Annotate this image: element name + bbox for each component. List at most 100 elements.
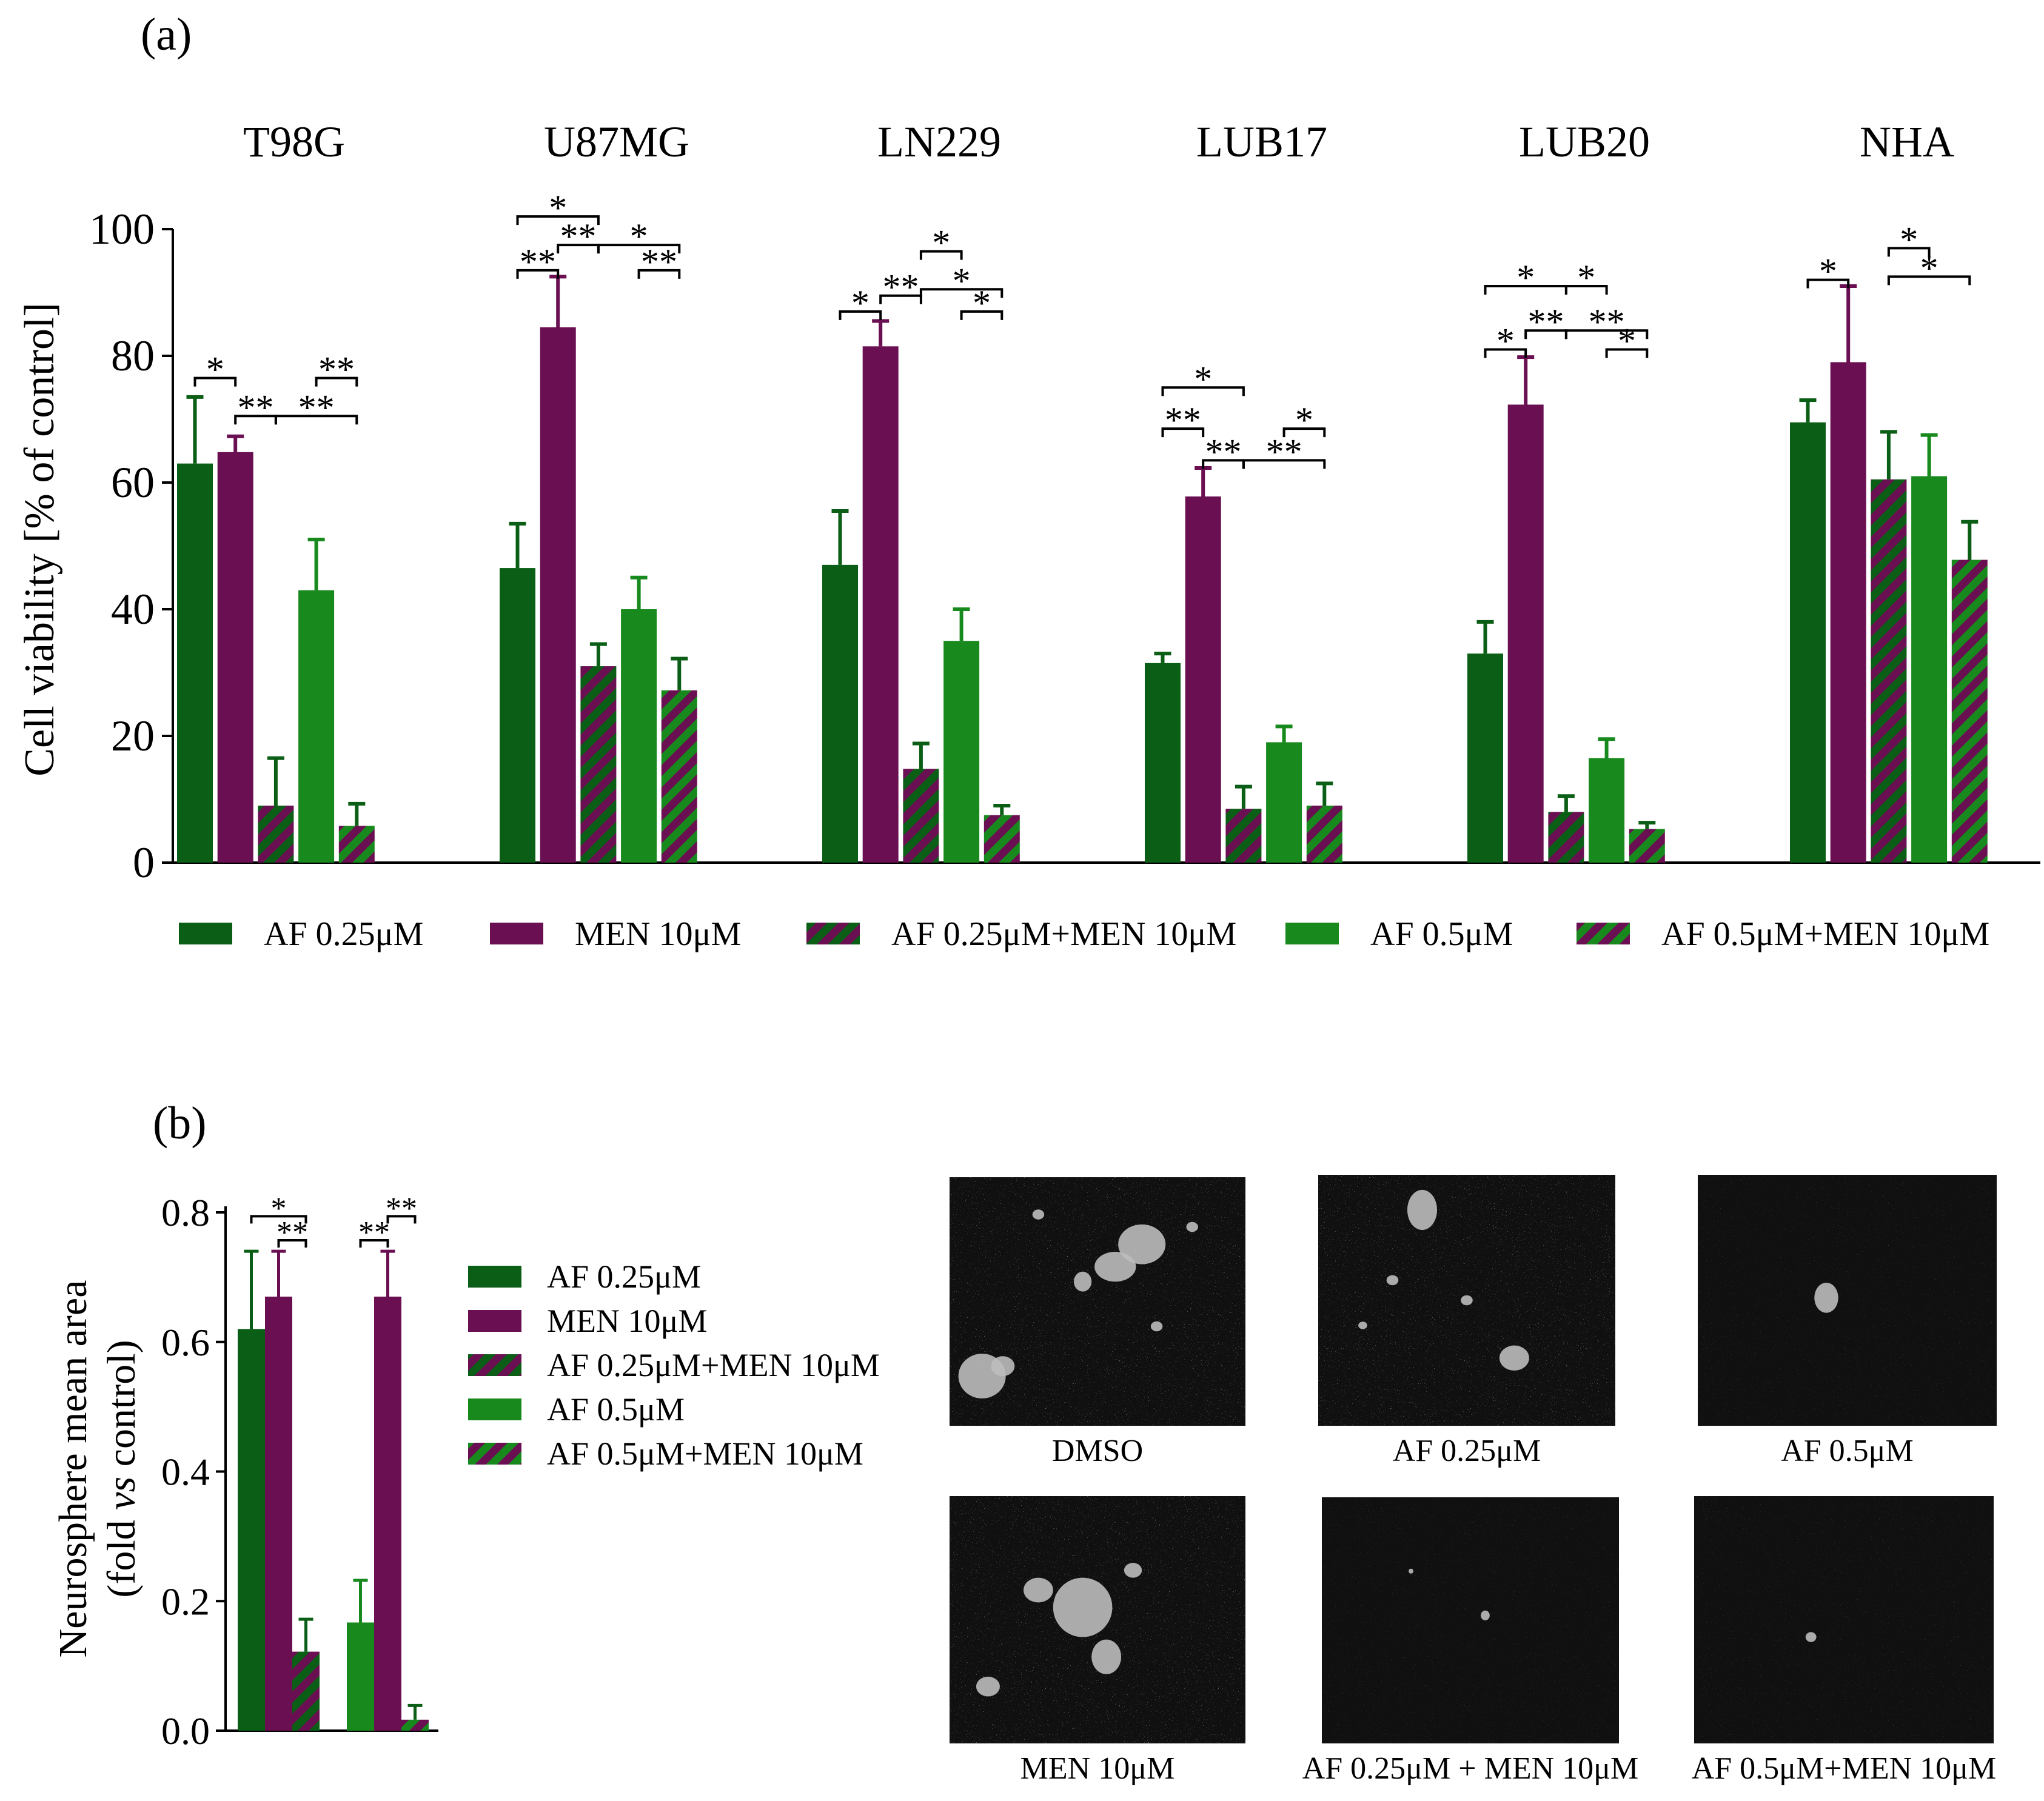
- significance-bracket: [1282, 427, 1326, 438]
- panel-b-ylabel-line1: Neurosphere mean area: [51, 1280, 95, 1658]
- significance-bracket: [516, 215, 600, 226]
- bar: [540, 327, 576, 863]
- legend-swatch: [179, 923, 232, 944]
- bar: [500, 568, 535, 863]
- legend-swatch: [468, 1310, 521, 1332]
- neurosphere-blob: [991, 1356, 1015, 1377]
- bar: [1266, 742, 1302, 863]
- panel-a-bars: T98G*******U87MG********LN229* ** ***LUB17…: [177, 118, 1988, 863]
- panel-b-bars: *** ****: [238, 1191, 429, 1731]
- significance-label: **: [1205, 432, 1242, 472]
- category-label: T98G: [243, 118, 345, 166]
- neurosphere-blob: [1407, 1189, 1437, 1231]
- panel-b-ylabel-line2: (fold vs control): [99, 1340, 144, 1597]
- significance-bracket: [277, 1238, 307, 1248]
- bar: [292, 1651, 320, 1731]
- significance-label: *: [206, 350, 224, 390]
- y-tick-label: 0.8: [161, 1191, 210, 1234]
- legend-label: AF 0.5μM: [547, 1391, 685, 1428]
- significance-label: **: [298, 387, 335, 427]
- micrograph-caption: AF 0.5μM: [1781, 1434, 1914, 1468]
- bar: [1589, 758, 1625, 863]
- significance-bracket: [1887, 247, 1931, 257]
- micrograph-caption: AF 0.25μM + MEN 10μM: [1302, 1751, 1639, 1786]
- significance-bracket: [597, 244, 681, 254]
- bar: [903, 769, 939, 863]
- legend-swatch: [1577, 923, 1630, 944]
- bar: [1507, 404, 1544, 863]
- neurosphere-blob: [1091, 1639, 1122, 1674]
- legend-swatch: [468, 1398, 521, 1420]
- legend-label: AF 0.25μM+MEN 10μM: [891, 915, 1236, 953]
- bar: [1629, 829, 1665, 863]
- significance-label: **: [641, 242, 677, 282]
- bar: [298, 590, 335, 863]
- neurosphere-blob: [1053, 1577, 1113, 1637]
- neurosphere-blob: [1124, 1563, 1142, 1578]
- bar: [258, 805, 294, 863]
- significance-label: **: [276, 1215, 308, 1250]
- significance-label: *: [953, 261, 971, 301]
- legend-swatch: [1285, 923, 1339, 944]
- significance-label: **: [1528, 302, 1564, 342]
- significance-bracket: [637, 269, 681, 279]
- bar: [338, 826, 375, 863]
- micrograph-caption: AF 0.25μM: [1393, 1434, 1541, 1468]
- significance-label: *: [1516, 258, 1535, 298]
- neurosphere-blob: [1118, 1224, 1166, 1265]
- bar: [983, 815, 1020, 863]
- neurosphere-blob: [1094, 1252, 1136, 1282]
- panel-b-label: (b): [153, 1098, 207, 1149]
- neurosphere-blob: [1409, 1568, 1413, 1574]
- y-tick-label: 0.6: [161, 1321, 210, 1364]
- legend-label: MEN 10μM: [547, 1303, 707, 1339]
- y-tick-label: 0.2: [161, 1580, 210, 1623]
- neurosphere-blob: [1073, 1271, 1092, 1292]
- bar: [1951, 560, 1988, 863]
- panel-a-legend: AF 0.25μM MEN 10μM AF 0.25μM+MEN 10μM AF 0.…: [179, 915, 1989, 953]
- category-label: U87MG: [544, 118, 689, 166]
- panel-b-legend: AF 0.25μM MEN 10μM AF 0.25μM+MEN 10μM AF 0.…: [468, 1258, 880, 1472]
- bar: [661, 690, 697, 863]
- significance-bracket: [250, 1215, 307, 1224]
- significance-bracket: [315, 376, 358, 387]
- legend-swatch: [806, 923, 860, 944]
- significance-label: *: [271, 1191, 287, 1226]
- significance-label: *: [1295, 400, 1313, 440]
- panel-a-axes: 0 20 40 60 80 100: [89, 205, 2040, 887]
- bar: [1185, 496, 1221, 863]
- significance-bracket: [386, 1215, 417, 1224]
- significance-bracket: [879, 294, 922, 304]
- legend-label: AF 0.25μM+MEN 10μM: [547, 1347, 880, 1383]
- panel-a-label: (a): [141, 9, 192, 60]
- neurosphere-blob: [1032, 1209, 1045, 1220]
- significance-label: **: [318, 350, 355, 390]
- significance-bracket: [1564, 285, 1608, 295]
- panel-b-axes: 0.0 0.2 0.4 0.6 0.8: [161, 1191, 438, 1753]
- significance-label: *: [1920, 248, 1938, 288]
- micrograph-speckle: [1694, 1496, 1994, 1743]
- significance-bracket: [1564, 329, 1649, 339]
- panel-a-ylabel: Cell viability [% of control]: [16, 302, 63, 776]
- significance-label: **: [883, 267, 919, 307]
- legend-swatch: [468, 1266, 521, 1288]
- significance-bracket: [1161, 427, 1205, 438]
- significance-bracket: [1484, 348, 1527, 358]
- micrograph-grid: DMSO AF 0.25μM AF 0.5μM MEN 10μM AF 0.25μM +…: [950, 1175, 1997, 1786]
- bar: [1548, 812, 1584, 863]
- bar: [1306, 805, 1342, 863]
- bar: [177, 463, 213, 863]
- significance-label: *: [630, 216, 648, 256]
- legend-swatch: [468, 1354, 521, 1376]
- bar: [1467, 653, 1503, 863]
- significance-bracket: [1242, 459, 1326, 469]
- bar: [1145, 663, 1181, 863]
- category-label: LN229: [877, 118, 1001, 166]
- bar: [374, 1296, 401, 1731]
- significance-label: *: [1618, 321, 1636, 361]
- legend-swatch: [490, 923, 543, 944]
- significance-bracket: [839, 310, 882, 320]
- y-tick-label: 40: [111, 585, 155, 633]
- bar: [943, 641, 980, 863]
